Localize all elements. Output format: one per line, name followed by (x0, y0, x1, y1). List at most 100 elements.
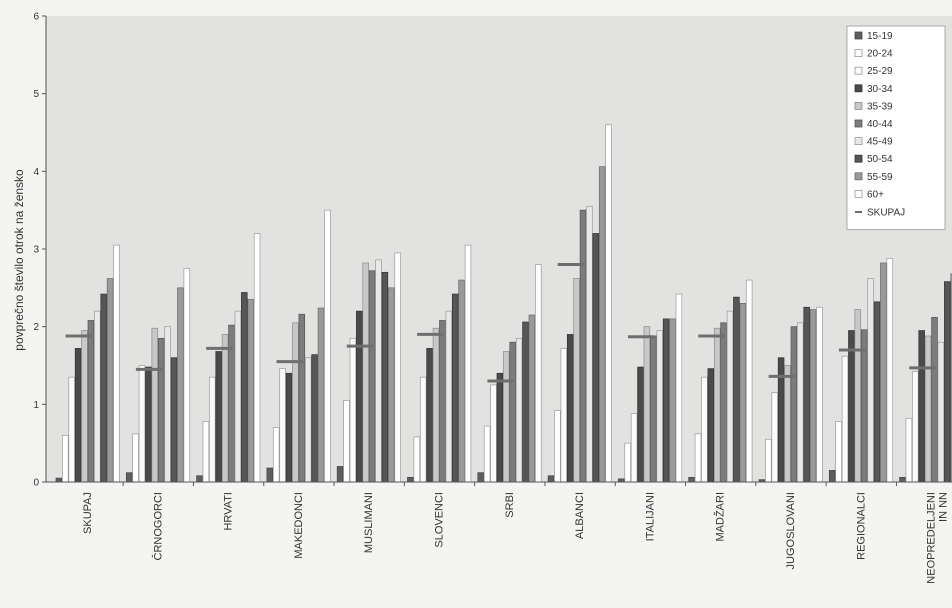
bar (790, 326, 798, 483)
bar (394, 252, 401, 483)
category-label-line: JUGOSLOVANI (785, 492, 797, 569)
bar (931, 317, 938, 483)
bar-group (547, 124, 612, 483)
legend-swatch (854, 119, 863, 128)
y-tick-label: 0 (33, 478, 39, 489)
legend-swatch (854, 31, 863, 40)
category-label: MADŽARI (714, 492, 727, 542)
legend-swatch (854, 172, 863, 181)
bar (828, 470, 836, 483)
bar (113, 244, 120, 483)
bar-group (266, 209, 331, 483)
bar-group (828, 257, 894, 483)
category-label: ČRNOGORCI (151, 492, 164, 560)
bar (771, 392, 778, 483)
bar (125, 472, 133, 483)
bar (439, 320, 446, 483)
y-tick-label: 4 (33, 167, 39, 178)
bar (605, 124, 612, 483)
bar (241, 292, 248, 483)
bar (311, 354, 318, 483)
legend-label: SKUPAJ (867, 208, 905, 219)
bar (234, 310, 242, 483)
legend-swatch (854, 84, 863, 93)
bar (854, 309, 862, 483)
legend-label: 40-44 (867, 119, 893, 130)
bar (272, 427, 280, 483)
bar (304, 357, 312, 483)
legend-swatch (854, 102, 863, 110)
bar (803, 306, 810, 483)
y-tick-label: 3 (33, 245, 39, 256)
bar (62, 435, 69, 483)
bar-group (196, 233, 261, 483)
bar (688, 476, 695, 483)
bar (407, 476, 414, 483)
bar (55, 477, 63, 483)
bar (356, 310, 363, 483)
y-tick-label: 2 (33, 322, 39, 333)
category-label-line: NEOPREDELJENI (926, 492, 938, 584)
bar (560, 348, 568, 483)
bar (669, 318, 676, 483)
category-label-line: IN NN (938, 492, 950, 522)
bar (292, 322, 299, 483)
category-labels-layer: SKUPAJ ČRNOGORCI HRVATI MAKEDONCI MUSLIMANI S… (82, 492, 950, 584)
bar-group (688, 279, 753, 483)
bar (496, 372, 504, 483)
legend-label: 55-59 (867, 172, 893, 183)
bar (477, 472, 484, 483)
category-label-line: ALBANCI (574, 492, 586, 539)
bar (579, 209, 587, 483)
bar (656, 330, 663, 483)
legend-label: 50-54 (867, 154, 893, 165)
bar (81, 330, 88, 483)
bar (784, 365, 791, 483)
bar (209, 376, 216, 483)
bar (809, 309, 817, 483)
bar (886, 257, 894, 483)
bar (202, 421, 210, 483)
legend-label: 15-19 (867, 31, 893, 42)
bar (726, 310, 734, 483)
bar (324, 209, 331, 483)
category-label-line: SRBI (504, 492, 516, 518)
category-label: NEOPREDELJENIIN NN (926, 492, 950, 584)
category-label-line: REGIONALCI (855, 492, 867, 560)
bar (835, 421, 842, 483)
bar (419, 376, 427, 483)
bar (880, 262, 887, 483)
bar (490, 384, 497, 483)
category-label-line: ČRNOGORCI (151, 492, 164, 560)
bar (145, 366, 152, 483)
category-label-line: SLOVENCI (434, 492, 446, 548)
bar (701, 376, 708, 483)
category-label: HRVATI (223, 492, 235, 531)
bar (177, 287, 184, 483)
bar (509, 341, 516, 483)
bar (950, 273, 952, 483)
category-label: JUGOSLOVANI (785, 492, 797, 569)
bar (164, 326, 171, 483)
bar (503, 351, 510, 483)
y-tick-label: 6 (33, 12, 39, 23)
bar (426, 348, 433, 483)
bar (566, 334, 574, 483)
y-tick-label: 5 (33, 89, 39, 100)
legend-label: 30-34 (867, 84, 893, 95)
bar-group (899, 273, 952, 483)
bar (535, 264, 542, 483)
bar (547, 475, 555, 483)
category-label-line: MAKEDONCI (293, 492, 305, 559)
bar (937, 341, 945, 483)
bar (573, 278, 580, 483)
legend-box (846, 25, 946, 231)
bar (848, 330, 855, 483)
bar (522, 321, 529, 483)
legend-label: 60+ (867, 189, 884, 200)
legend-label: 45-49 (867, 137, 893, 148)
category-label: MAKEDONCI (293, 492, 305, 559)
bar (912, 371, 919, 483)
bar (138, 365, 146, 483)
